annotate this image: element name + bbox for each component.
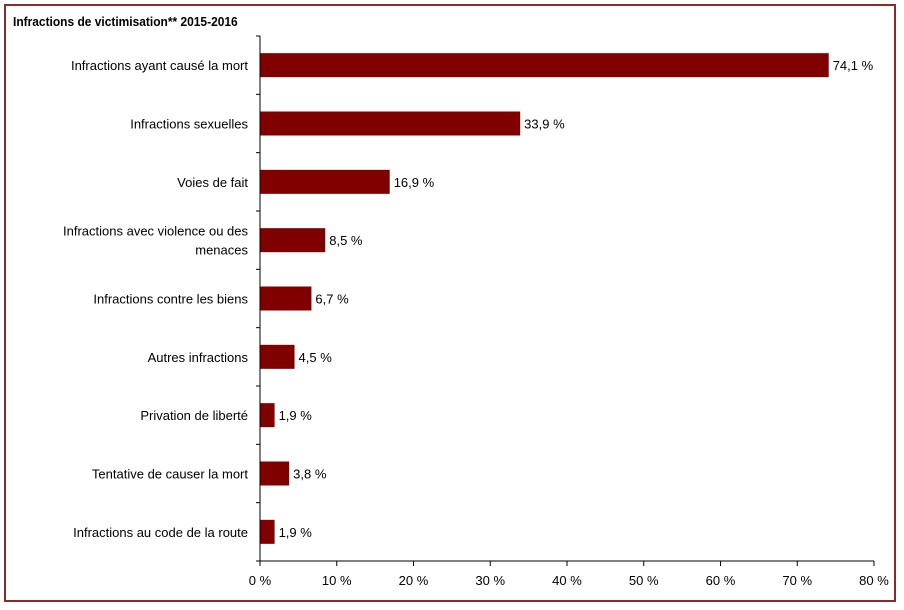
- data-label: 1,9 %: [279, 408, 313, 423]
- data-label: 16,9 %: [394, 175, 435, 190]
- category-label: Infractions avec violence ou des menaces: [63, 224, 248, 258]
- bar: [260, 169, 390, 194]
- bar: [260, 286, 312, 311]
- category-label: Infractions ayant causé la mort: [71, 58, 248, 73]
- data-label: 4,5 %: [299, 350, 333, 365]
- data-label: 1,9 %: [279, 525, 313, 540]
- data-label: 74,1 %: [833, 58, 874, 73]
- x-tick-label: 40 %: [552, 573, 582, 588]
- category-label: Autres infractions: [148, 350, 249, 365]
- x-tick-label: 60 %: [706, 573, 736, 588]
- data-label: 3,8 %: [293, 467, 327, 482]
- category-label: Infractions sexuelles: [130, 117, 248, 132]
- data-label: 33,9 %: [524, 117, 565, 132]
- data-label: 6,7 %: [315, 292, 349, 307]
- chart-title: Infractions de victimisation** 2015-2016: [13, 14, 238, 29]
- category-label: Privation de liberté: [140, 408, 248, 423]
- x-tick-label: 30 %: [475, 573, 505, 588]
- x-tick-label: 10 %: [322, 573, 352, 588]
- bar: [260, 53, 829, 78]
- x-tick-label: 80 %: [859, 573, 889, 588]
- category-label: Tentative de causer la mort: [92, 467, 248, 482]
- category-label: Infractions contre les biens: [93, 292, 248, 307]
- x-tick-label: 20 %: [399, 573, 429, 588]
- x-tick-label: 70 %: [782, 573, 812, 588]
- x-tick-label: 0 %: [249, 573, 272, 588]
- bar: [260, 461, 290, 486]
- bar: [260, 111, 521, 136]
- category-label: Voies de fait: [177, 175, 248, 190]
- bar: [260, 344, 295, 369]
- data-label: 8,5 %: [329, 233, 363, 248]
- bar: [260, 403, 275, 428]
- bar: [260, 519, 275, 544]
- category-label: Infractions au code de la route: [73, 525, 248, 540]
- chart-frame: [4, 4, 896, 602]
- x-tick-label: 50 %: [629, 573, 659, 588]
- bar: [260, 228, 326, 253]
